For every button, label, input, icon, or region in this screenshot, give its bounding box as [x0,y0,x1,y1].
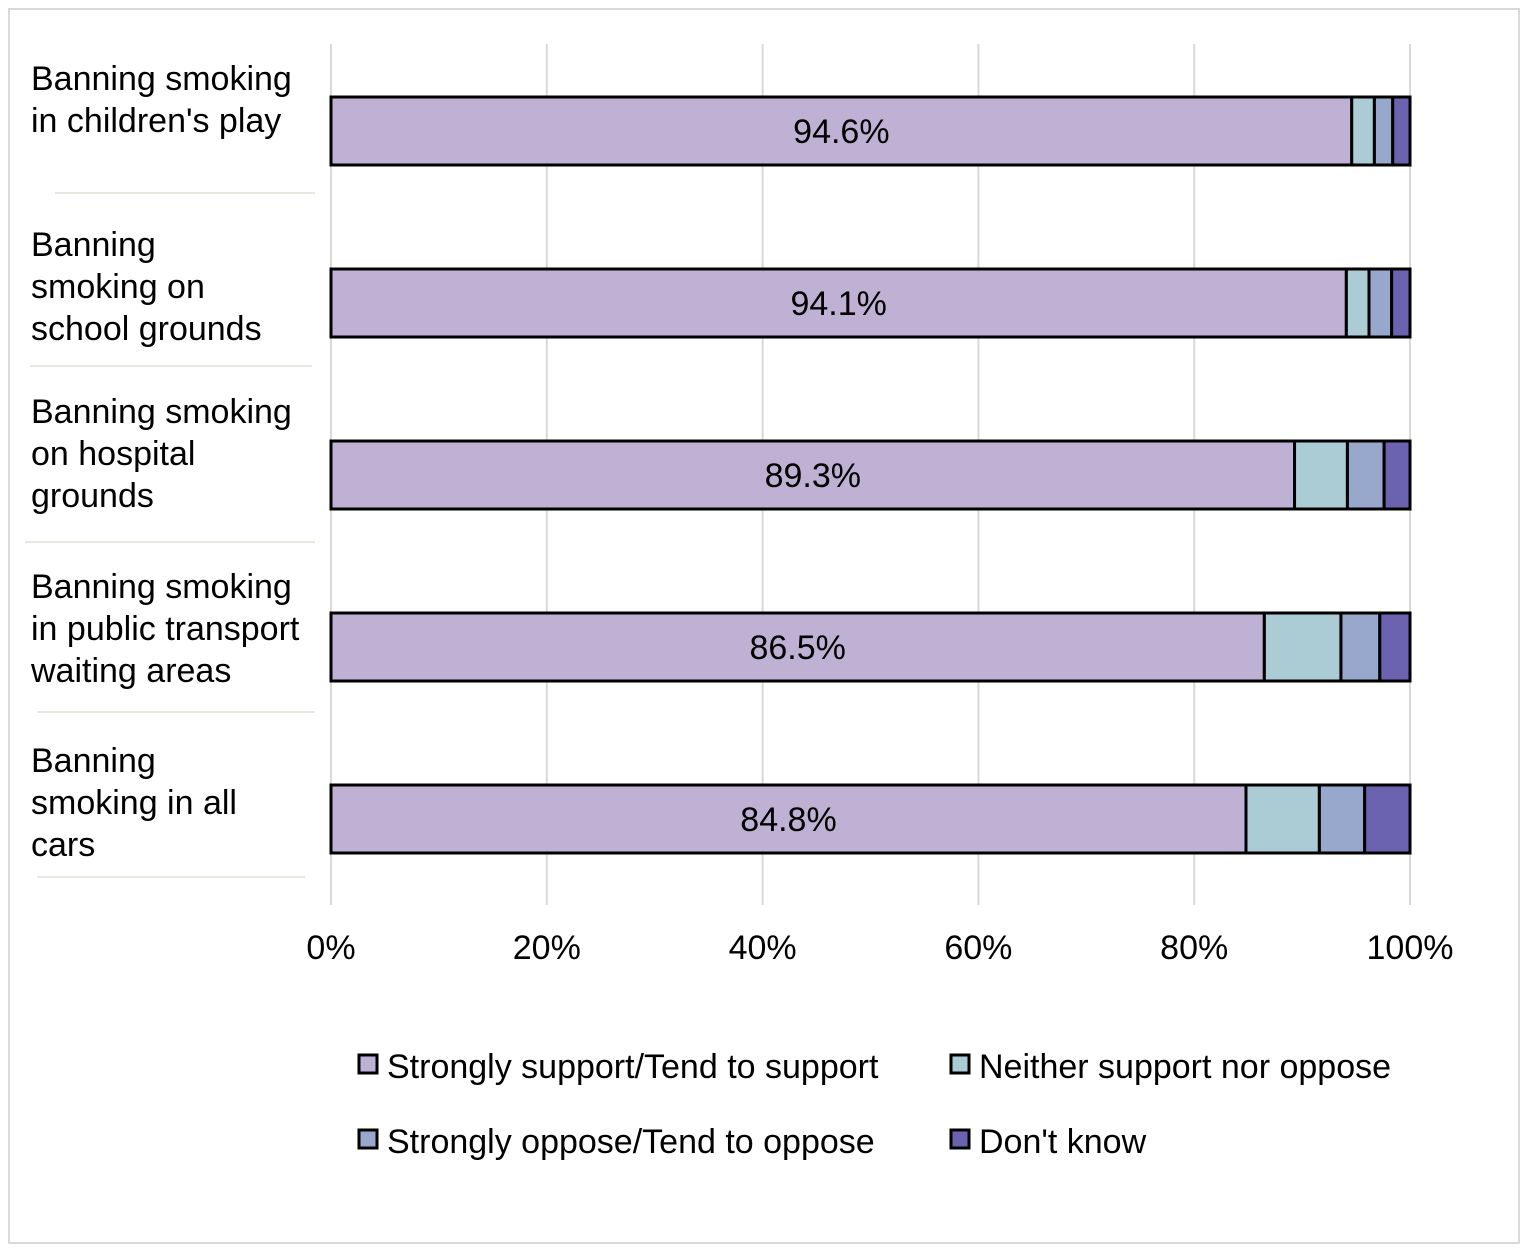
category-label: Banning smoking on school grounds [31,226,262,348]
legend-swatch [949,1128,971,1150]
category-label-line: Banning smoking [31,568,292,606]
bar-segment [1244,783,1321,855]
category-label-line: Banning [31,226,156,264]
bar-segment [1363,783,1412,855]
bar-segment [1378,611,1412,683]
category-separators [25,192,315,878]
category-label-line: waiting areas [30,652,231,690]
category-label-line: grounds [31,477,154,515]
x-tick-label: 60% [944,929,1012,967]
x-tick-label: 20% [513,929,581,967]
category-label-line: Banning smoking [31,60,292,98]
category-label: Banning smoking in children's play [31,60,292,140]
bar-segment [329,95,1354,167]
bar-segment [1262,611,1343,683]
category-label-line: Banning smoking [31,393,292,431]
category-label: Banning smoking in public transport waitin… [30,568,300,690]
legend-label: Strongly support/Tend to support [387,1048,879,1086]
category-label-line: smoking on [31,268,205,306]
data-label: 89.3% [765,457,861,495]
bar-segment [1293,439,1349,511]
x-tick-label: 80% [1160,929,1228,967]
legend-swatch [949,1053,971,1075]
data-label: 94.1% [790,285,886,323]
bar-segment [1344,267,1371,339]
category-label-line: Banning [31,742,156,780]
x-tick-label: 100% [1367,929,1454,967]
category-label-line: school grounds [31,310,262,348]
data-labels: 94.6% 94.1% 89.3% 86.5% 84.8% [740,113,889,839]
data-label: 94.6% [793,113,889,151]
category-labels: Banning smoking in children's playBanning… [30,60,300,864]
bar-segment [1345,439,1386,511]
data-label: 86.5% [749,629,845,667]
bar-segment [1372,95,1395,167]
legend: Strongly support/Tend to support Neither … [357,1048,1391,1161]
bar-segment [1317,783,1367,855]
bar-segment [1350,95,1376,167]
legend-label: Neither support nor oppose [979,1048,1391,1086]
category-label-line: cars [31,826,95,864]
legend-label: Strongly oppose/Tend to oppose [387,1123,875,1161]
x-tick-label: 40% [729,929,797,967]
category-label: Banning smoking in all cars [31,742,237,864]
category-label-line: smoking in all [31,784,237,822]
bar-segment [329,783,1248,855]
bar-segment [1367,267,1394,339]
bar-segment [1339,611,1382,683]
category-label-line: in children's play [31,102,281,140]
bar-segment [1382,439,1412,511]
bar-segment [329,439,1297,511]
bar-segment [1390,267,1412,339]
legend-swatch [357,1128,379,1150]
data-label: 84.8% [740,801,836,839]
category-label-line: in public transport [31,610,300,648]
category-label: Banning smoking on hospital grounds [31,393,292,515]
bars [329,95,1412,855]
x-tick-label: 0% [306,929,355,967]
legend-label: Don't know [979,1123,1147,1161]
category-label-line: on hospital [31,435,195,473]
bar-segment [1391,95,1412,167]
bar-segment [329,611,1266,683]
x-axis-tick-labels: 0% 20% 40% 60% 80% 100% [306,929,1453,967]
legend-swatch [357,1053,379,1075]
